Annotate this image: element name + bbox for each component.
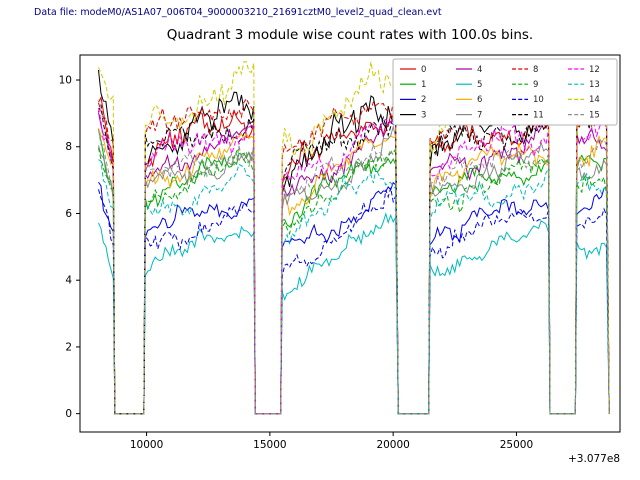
- series-4-line: [98, 112, 610, 415]
- legend-item-label: 11: [533, 110, 544, 120]
- legend-item-label: 5: [477, 80, 482, 90]
- legend-item-label: 9: [533, 80, 538, 90]
- series-3-line: [98, 69, 610, 415]
- series-7-line: [98, 124, 610, 415]
- series-15-line: [98, 129, 610, 415]
- legend-item-label: 14: [589, 95, 600, 105]
- data-file-label: Data file: modeM0/AS1A07_006T04_90000032…: [34, 7, 442, 18]
- legend-item-label: 1: [421, 80, 426, 90]
- legend-box: [392, 58, 618, 126]
- x-tick-label: 10000: [130, 439, 163, 451]
- legend-item-label: 7: [477, 110, 482, 120]
- series-6-line: [98, 128, 610, 415]
- series-10-line: [98, 187, 610, 415]
- legend-item-label: 2: [421, 95, 426, 105]
- legend-item-label: 10: [533, 95, 544, 105]
- axes-frame: [79, 54, 621, 433]
- x-tick-label: 25000: [500, 439, 533, 451]
- series-9-line: [98, 145, 610, 415]
- series-13-line: [98, 159, 610, 415]
- series-2-line: [98, 181, 610, 415]
- legend-item-label: 4: [477, 65, 482, 75]
- legend-item-label: 0: [421, 65, 426, 75]
- series-5-line: [98, 212, 610, 415]
- chart-title: Quadrant 3 module wise count rates with …: [166, 27, 534, 43]
- legend-item-label: 3: [421, 110, 426, 120]
- series-11-line: [98, 104, 610, 415]
- x-tick-label: 20000: [376, 439, 409, 451]
- y-tick-label: 4: [65, 275, 72, 287]
- legend-item-label: 13: [589, 80, 600, 90]
- y-tick-label: 10: [59, 75, 72, 87]
- x-axis-offset-label: +3.077e8: [568, 453, 620, 465]
- x-tick-label: 15000: [253, 439, 286, 451]
- legend-item-label: 15: [589, 110, 600, 120]
- y-tick-label: 8: [65, 141, 72, 153]
- y-tick-label: 6: [65, 208, 72, 220]
- legend-item-label: 6: [477, 95, 482, 105]
- legend-item-label: 8: [533, 65, 538, 75]
- legend-item-label: 12: [589, 65, 600, 75]
- y-tick-label: 2: [65, 341, 72, 353]
- y-tick-label: 0: [65, 408, 72, 420]
